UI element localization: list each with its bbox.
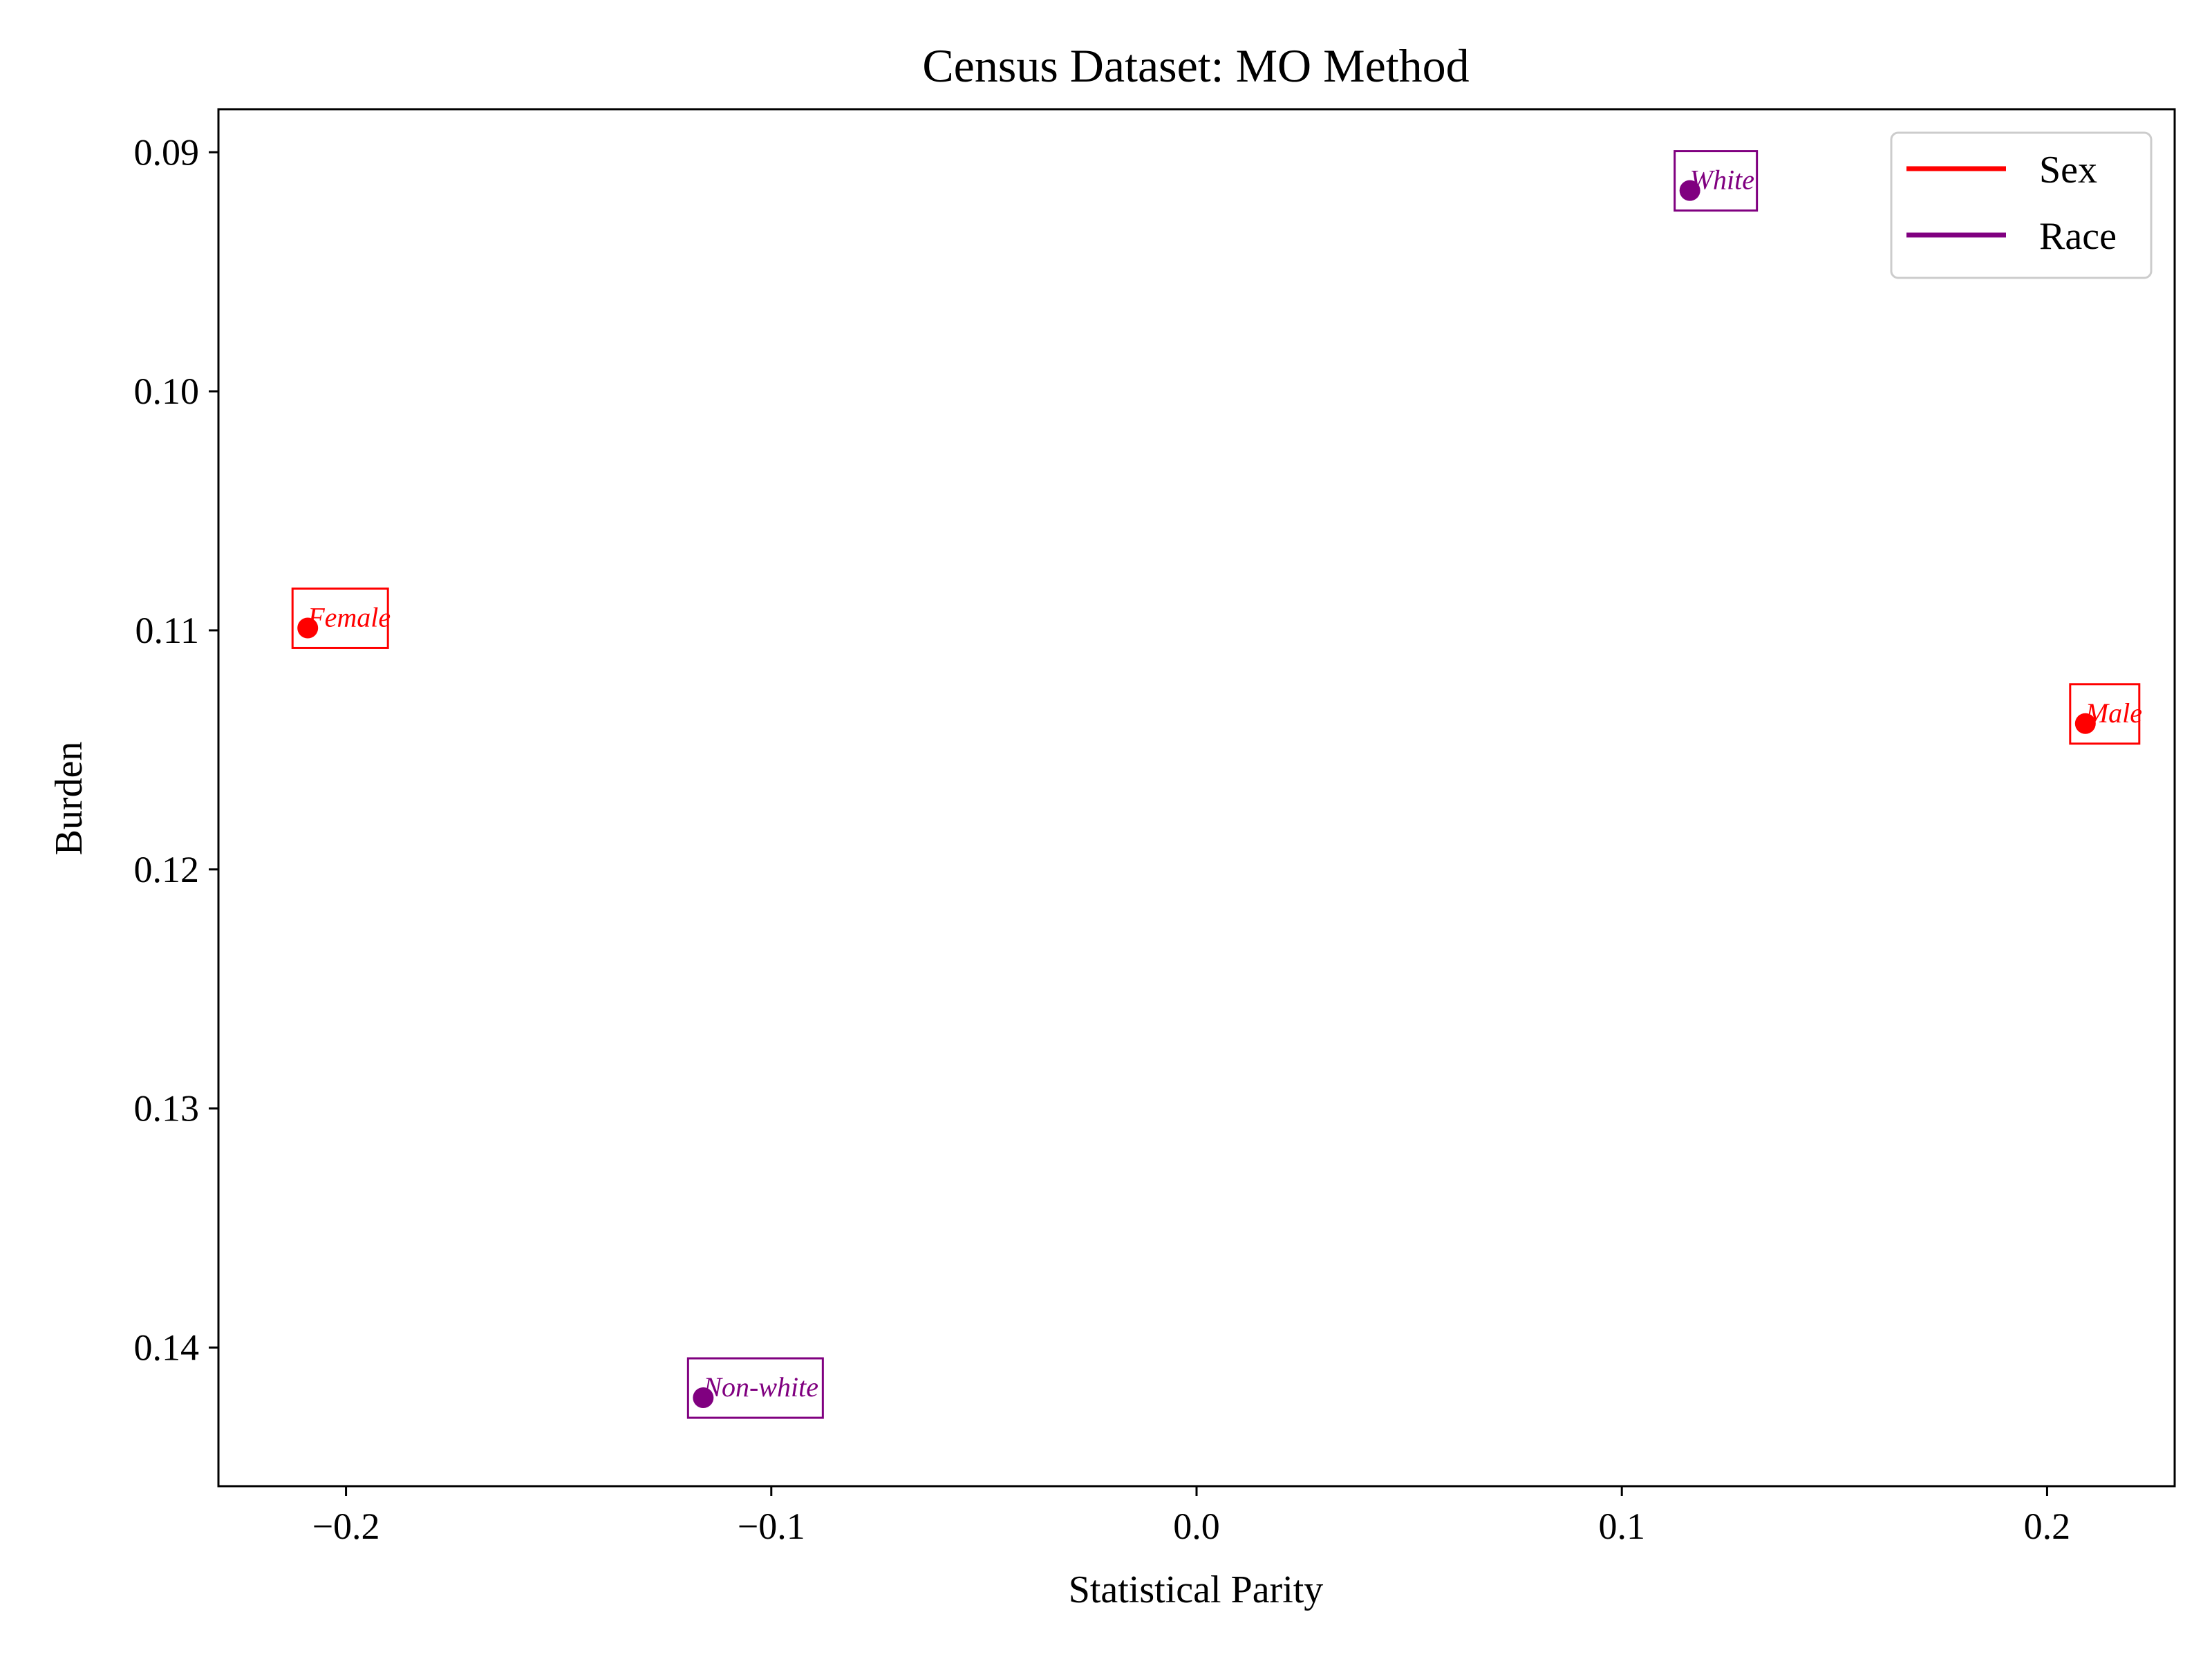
- data-point: [2074, 713, 2096, 734]
- x-tick-label: 0.0: [1173, 1506, 1220, 1547]
- plot-area: −0.2 −0.1 0.0 0.1 0.2 0.09 0.10 0.11 0.12 0.13 0.1…: [134, 108, 2176, 1547]
- point-label-box: [686, 1357, 824, 1419]
- data-point: [1679, 180, 1700, 201]
- y-tick-label: 0.10: [134, 371, 200, 412]
- legend: Sex Race: [1890, 131, 2153, 279]
- point-label: Male: [2085, 697, 2142, 729]
- x-tick-label: 0.1: [1598, 1506, 1645, 1547]
- legend-label: Sex: [2039, 149, 2097, 191]
- y-tick-label: 0.11: [135, 610, 200, 651]
- legend-label: Race: [2039, 215, 2117, 258]
- point-label: White: [1690, 165, 1754, 196]
- x-tick-label: 0.2: [2024, 1506, 2071, 1547]
- x-tick-label: −0.1: [738, 1506, 805, 1547]
- y-tick-label: 0.12: [134, 849, 200, 890]
- y-tick-label: 0.13: [134, 1088, 200, 1130]
- plot-frame: [217, 108, 2176, 1488]
- point-label: Female: [307, 601, 391, 632]
- y-tick-label: 0.14: [134, 1327, 200, 1368]
- x-axis-label: Statistical Parity: [1069, 1568, 1324, 1611]
- data-point: [693, 1387, 714, 1409]
- y-tick-label: 0.09: [134, 131, 200, 173]
- y-axis-label: Burden: [48, 742, 91, 856]
- point-label: Non-white: [702, 1371, 818, 1403]
- chart-title: Census Dataset: MO Method: [922, 39, 1469, 92]
- data-point: [297, 617, 319, 639]
- x-tick-label: −0.2: [312, 1506, 380, 1547]
